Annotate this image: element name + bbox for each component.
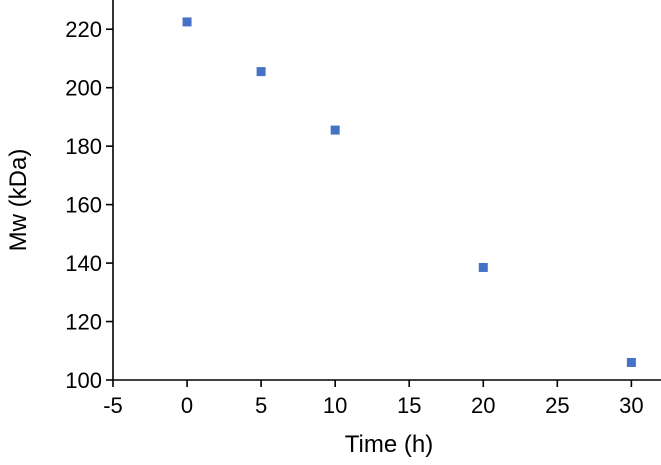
y-tick-label: 140 (65, 251, 102, 276)
axes (112, 0, 661, 381)
x-tick-label: 20 (471, 393, 495, 418)
x-axis-title: Time (h) (345, 431, 433, 458)
y-tick-label: 220 (65, 17, 102, 42)
data-point (478, 262, 488, 272)
y-axis-title: Mw (kDa) (5, 149, 32, 252)
data-points (182, 17, 636, 367)
x-tick-label: 15 (397, 393, 421, 418)
y-tick-label: 200 (65, 76, 102, 101)
x-tick-label: 25 (545, 393, 569, 418)
data-point (330, 125, 340, 135)
x-axis-ticks: -5 0 5 10 15 20 25 30 (103, 380, 644, 418)
data-point (256, 67, 266, 77)
y-tick-label: 120 (65, 310, 102, 335)
x-tick-label: 0 (181, 393, 193, 418)
y-tick-label: 100 (65, 368, 102, 393)
y-tick-label: 180 (65, 134, 102, 159)
data-point (182, 17, 192, 27)
y-tick-label: 160 (65, 193, 102, 218)
y-axis-ticks: 100 120 140 160 180 200 220 (65, 17, 113, 393)
data-point (626, 357, 636, 367)
x-tick-label: 10 (323, 393, 347, 418)
x-tick-label: 5 (255, 393, 267, 418)
x-tick-label: 30 (619, 393, 643, 418)
x-tick-label: -5 (103, 393, 123, 418)
